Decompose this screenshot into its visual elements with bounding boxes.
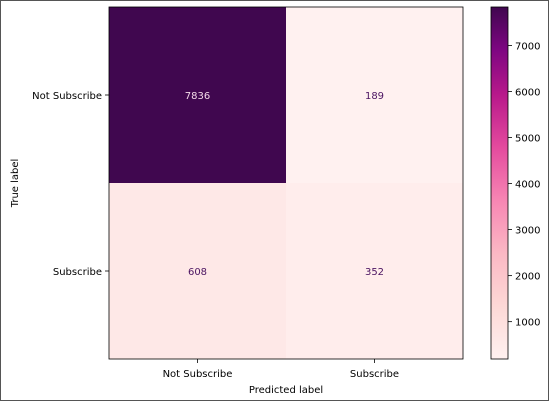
cell-value-label: 7836 (185, 91, 210, 102)
y-axis-ticks: Not Subscribe Subscribe (32, 91, 109, 278)
x-tick-label: Not Subscribe (163, 369, 233, 380)
cell-value-label: 352 (365, 267, 384, 278)
y-tick-label: Subscribe (53, 267, 102, 278)
plot-area-border (108, 6, 464, 360)
colorbar-ticks: 1000 2000 3000 4000 5000 6000 7000 (508, 41, 540, 329)
colorbar-tick-label: 5000 (515, 134, 540, 145)
colorbar-tick-label: 6000 (515, 88, 540, 99)
x-axis-ticks: Not Subscribe Subscribe (163, 359, 399, 380)
y-tick-label: Not Subscribe (32, 91, 102, 102)
colorbar-tick-label: 3000 (515, 226, 540, 237)
heatmap-cell (109, 7, 286, 183)
y-axis-label: True label (10, 159, 21, 209)
colorbar-tick-label: 1000 (515, 318, 540, 329)
colorbar-tick-label: 2000 (515, 272, 540, 283)
cell-value-label: 189 (365, 91, 384, 102)
heatmap-cell (286, 183, 463, 359)
colorbar-tick-label: 7000 (515, 41, 540, 52)
cell-value-label: 608 (188, 267, 207, 278)
colorbar (490, 6, 509, 360)
heatmap-cell-labels: 7836 189 608 352 (185, 91, 384, 278)
heatmap-cell (109, 183, 286, 359)
x-tick-label: Subscribe (350, 369, 399, 380)
x-axis-label: Predicted label (249, 385, 323, 396)
colorbar-tick-label: 4000 (515, 180, 540, 191)
heatmap-cells (109, 7, 463, 359)
heatmap-cell (286, 7, 463, 183)
